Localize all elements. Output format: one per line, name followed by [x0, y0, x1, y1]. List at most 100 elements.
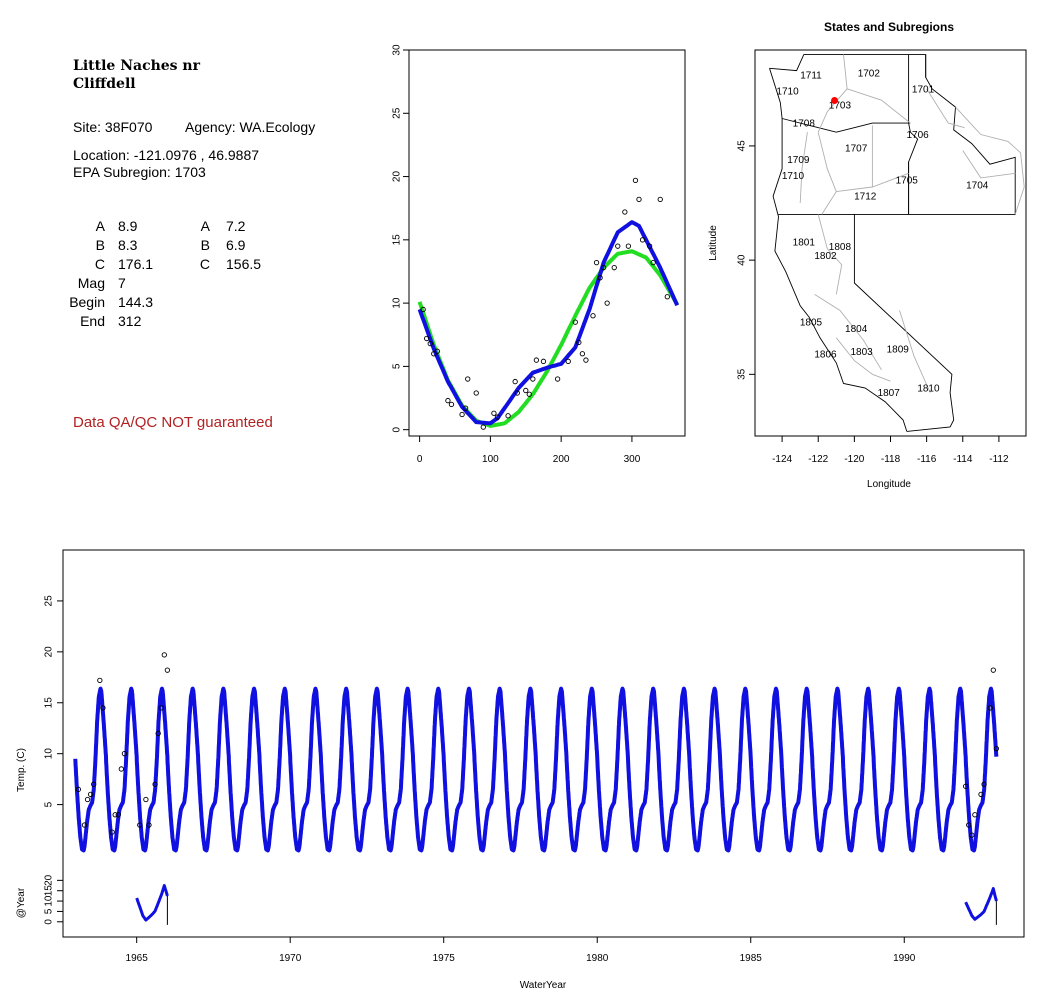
data-point [115, 812, 121, 818]
y-tick-label: 0 [392, 426, 403, 432]
timeseries-plot-frame [62, 549, 1025, 938]
y-tick-label: 5 [44, 801, 55, 807]
state-border [781, 118, 911, 133]
data-point [158, 705, 164, 711]
subregion-boundary [962, 150, 1016, 179]
region-label: 1712 [854, 192, 877, 203]
subregion-boundary [846, 88, 911, 124]
x-tick-label: -120 [844, 454, 864, 465]
year-fit-line [135, 884, 169, 922]
x-tick-label: 1965 [126, 953, 149, 964]
y-tick-label: 15 [392, 234, 403, 246]
subregion-boundary [835, 337, 891, 382]
state-border [853, 214, 955, 432]
data-point [978, 791, 984, 798]
blue-fit-line [417, 220, 680, 426]
subregion-boundary [899, 310, 931, 393]
x-tick-label: -116 [917, 454, 937, 465]
data-point [615, 243, 621, 249]
region-label: 1710 [776, 87, 799, 98]
region-label: 1801 [793, 237, 816, 248]
data-point [657, 196, 663, 202]
param-label: A [95, 218, 105, 234]
data-point [431, 351, 437, 357]
data-point [981, 781, 987, 787]
region-label: 1705 [896, 176, 919, 187]
seasonal-chart: 0 100 200 300 0 5 10 15 20 25 30 [392, 44, 686, 465]
data-point [137, 822, 143, 828]
data-point [75, 786, 82, 792]
region-label: 1703 [829, 100, 852, 111]
subregion-boundary [817, 54, 848, 133]
at-year-ylabel: @Year [16, 887, 27, 918]
param-label: A [200, 218, 210, 234]
data-point [593, 259, 600, 266]
y-tick-label: 20 [44, 874, 55, 886]
y-tick-label: 25 [392, 107, 403, 119]
agency: Agency: WA.Ecology [185, 119, 316, 135]
data-point [632, 177, 639, 184]
data-point [97, 677, 103, 684]
data-point [969, 832, 975, 838]
y-tick-label: 25 [44, 595, 55, 607]
x-tick-label: -112 [989, 454, 1009, 465]
y-tick-label: 10 [392, 297, 403, 309]
data-point [152, 781, 158, 787]
param-label: C [94, 256, 105, 272]
param-label: C [199, 256, 210, 272]
x-tick-label: 1990 [893, 953, 916, 964]
region-label: 1808 [829, 242, 852, 253]
data-point [164, 667, 171, 673]
data-point [112, 812, 118, 818]
param-value: 7 [118, 275, 126, 291]
data-point [993, 745, 1000, 752]
subregion-boundary [817, 214, 843, 295]
data-point [972, 812, 978, 818]
x-tick-label: 1980 [586, 953, 609, 964]
subregion-map: States and Subregions Longitude Latitude… [708, 20, 1027, 490]
data-point [514, 390, 520, 396]
param-value: 312 [118, 313, 142, 329]
y-tick-label: 5 [392, 363, 403, 369]
site-name-line1: Little Naches nr [73, 58, 200, 74]
site-marker [831, 97, 839, 105]
region-label: 1709 [787, 155, 810, 166]
y-tick-label: 45 [737, 140, 748, 152]
y-tick-label: 10 [44, 748, 55, 760]
x-tick-label: -114 [953, 454, 973, 465]
data-point [963, 783, 969, 789]
data-point [639, 237, 646, 243]
data-point [512, 378, 518, 385]
data-point [650, 259, 656, 266]
data-point [462, 405, 469, 411]
subregion-boundary [817, 132, 837, 215]
region-label: 1701 [912, 84, 935, 95]
y-tick-label: 15 [44, 697, 55, 709]
data-point [987, 705, 993, 711]
data-point [533, 357, 540, 363]
subregion-boundary [814, 294, 882, 371]
location: Location: -121.0976 , 46.9887 [73, 147, 260, 163]
x-tick-label: -118 [881, 454, 901, 465]
data-point [87, 791, 94, 798]
data-point [600, 265, 607, 271]
data-point [143, 796, 149, 803]
data-point [491, 410, 497, 416]
region-label: 1802 [814, 251, 837, 262]
region-label: 1704 [966, 180, 989, 191]
param-label: Begin [69, 294, 105, 310]
data-point [597, 275, 603, 281]
data-point [445, 397, 451, 404]
region-label: 1707 [845, 144, 868, 155]
region-label: 1807 [878, 388, 901, 399]
data-point [427, 340, 433, 347]
param-value: 8.3 [118, 237, 138, 253]
data-point [622, 209, 628, 215]
region-label: 1711 [800, 71, 822, 82]
data-point [526, 391, 532, 397]
param-value: 176.1 [118, 256, 154, 272]
x-tick-label: -122 [808, 454, 828, 465]
data-point [590, 313, 596, 319]
data-point [459, 411, 465, 418]
